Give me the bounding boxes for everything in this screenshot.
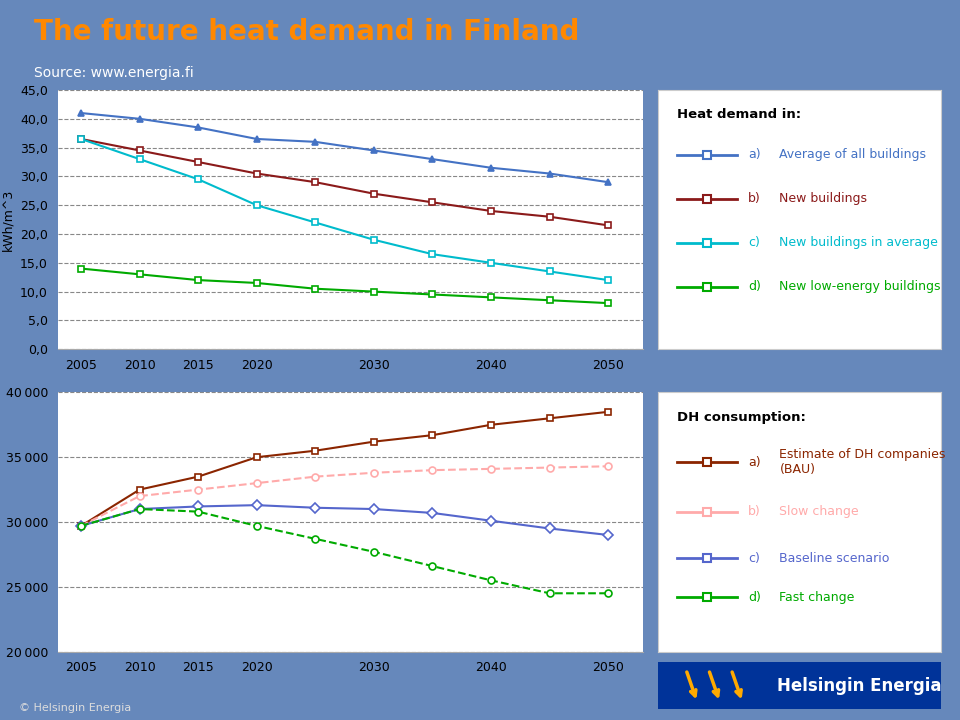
Text: Heat demand in:: Heat demand in: xyxy=(678,108,802,121)
Text: Average of all buildings: Average of all buildings xyxy=(780,148,926,161)
Text: b): b) xyxy=(748,505,761,518)
Text: New low-energy buildings: New low-energy buildings xyxy=(780,281,941,294)
Text: Baseline scenario: Baseline scenario xyxy=(780,552,890,564)
Text: New buildings in average: New buildings in average xyxy=(780,236,938,249)
Text: c): c) xyxy=(748,552,760,564)
Text: c): c) xyxy=(748,236,760,249)
Text: Estimate of DH companies
(BAU): Estimate of DH companies (BAU) xyxy=(780,449,946,477)
Y-axis label: kWh/m^3: kWh/m^3 xyxy=(2,189,14,251)
Text: b): b) xyxy=(748,192,761,205)
Text: Slow change: Slow change xyxy=(780,505,859,518)
Text: DH consumption:: DH consumption: xyxy=(678,410,806,423)
Text: The future heat demand in Finland: The future heat demand in Finland xyxy=(34,18,579,46)
Text: d): d) xyxy=(748,281,761,294)
Text: a): a) xyxy=(748,456,761,469)
Text: New buildings: New buildings xyxy=(780,192,868,205)
Text: Fast change: Fast change xyxy=(780,590,854,603)
Text: a): a) xyxy=(748,148,761,161)
Text: © Helsingin Energia: © Helsingin Energia xyxy=(19,703,132,713)
Text: Helsingin Energia: Helsingin Energia xyxy=(777,677,941,695)
Text: d): d) xyxy=(748,590,761,603)
Text: Source: www.energia.fi: Source: www.energia.fi xyxy=(34,66,193,80)
